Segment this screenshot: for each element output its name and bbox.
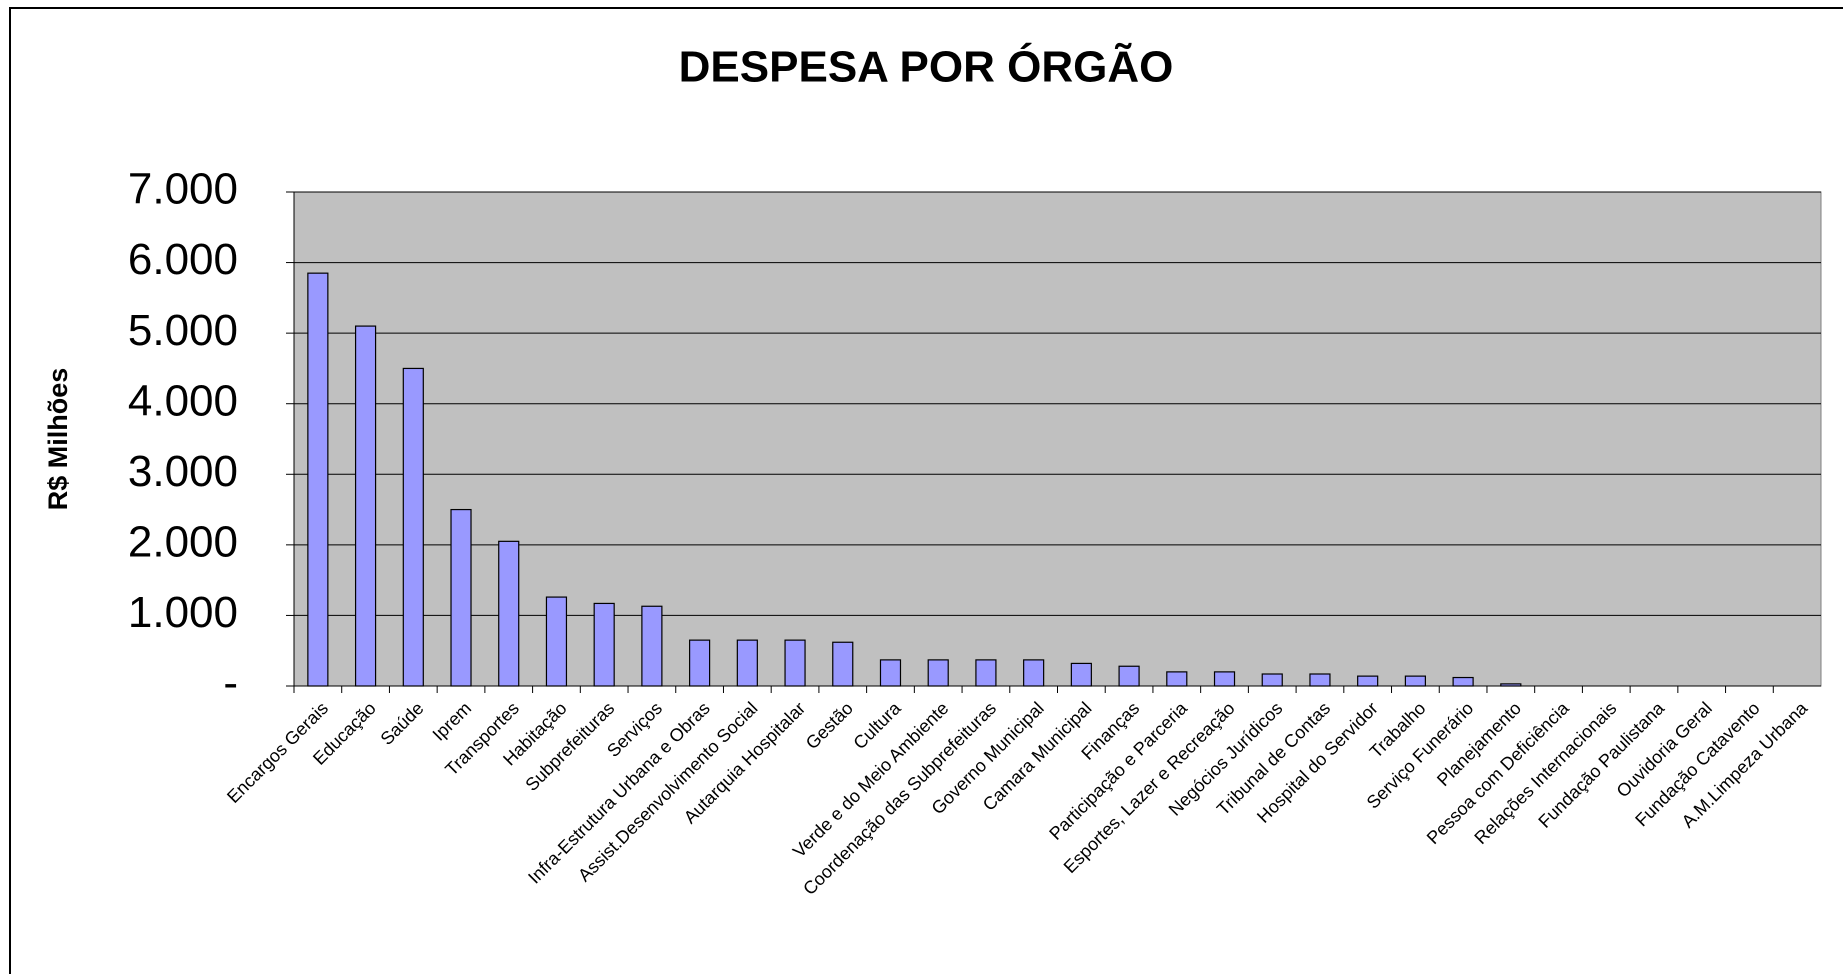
bar	[975, 659, 997, 687]
y-tick-label: -	[223, 659, 238, 708]
y-tick-label: 1.000	[128, 588, 238, 637]
bar	[1023, 659, 1045, 687]
plot-area	[293, 191, 1822, 687]
bar	[1166, 671, 1188, 687]
bar	[1261, 673, 1283, 687]
bar	[1404, 675, 1426, 687]
bar	[736, 639, 758, 687]
y-tick-label: 6.000	[128, 235, 238, 284]
bar	[307, 272, 329, 687]
bar	[402, 367, 424, 687]
bar	[832, 641, 854, 687]
y-tick-label: 4.000	[128, 376, 238, 425]
bar	[1452, 676, 1474, 687]
y-tick-label: 2.000	[128, 517, 238, 566]
bar	[689, 639, 711, 687]
bar	[879, 659, 902, 687]
bar	[354, 325, 377, 687]
bar	[1118, 665, 1140, 687]
bar	[450, 508, 472, 687]
bar	[545, 596, 568, 687]
y-tick-label: 5.000	[128, 306, 238, 355]
chart-title: DESPESA POR ÓRGÃO	[679, 42, 1174, 92]
bar	[784, 639, 806, 687]
bar	[1309, 673, 1331, 687]
bar	[1357, 675, 1379, 687]
bar	[927, 659, 949, 687]
bar	[498, 540, 520, 687]
y-tick-label: 7.000	[128, 165, 238, 214]
y-axis-label: R$ Milhões	[43, 368, 73, 511]
bar	[593, 602, 615, 687]
y-tick-label: 3.000	[128, 447, 238, 496]
bar	[641, 605, 663, 687]
bar	[1070, 662, 1092, 687]
bar	[1213, 671, 1236, 687]
